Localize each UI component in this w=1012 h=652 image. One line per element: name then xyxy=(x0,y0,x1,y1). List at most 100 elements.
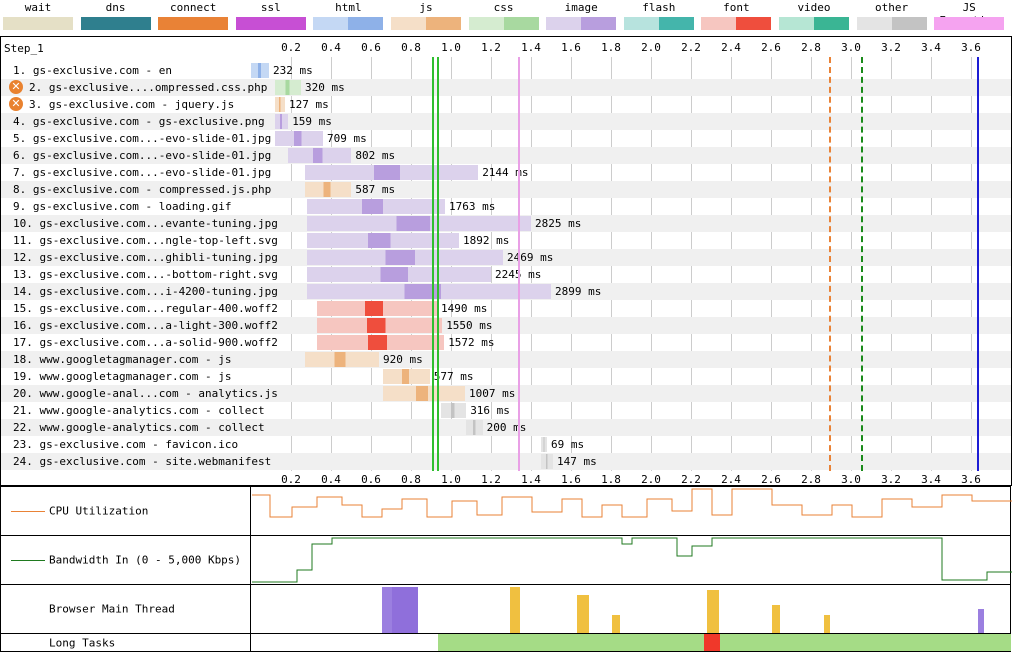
request-row[interactable]: 4. gs-exclusive.com - gs-exclusive.png 15… xyxy=(1,113,1011,130)
legend-item: image xyxy=(544,0,618,32)
axis-tick-label: 2.8 xyxy=(801,41,821,54)
request-bar[interactable] xyxy=(274,80,301,95)
axis-tick-label: 3.0 xyxy=(841,41,861,54)
axis-tick-label: 3.6 xyxy=(961,41,981,54)
axis-tick-label: 3.2 xyxy=(881,41,901,54)
request-label: 20. www.google-anal...com - analytics.js xyxy=(13,387,278,400)
request-label: 17. gs-exclusive.com...a-solid-900.woff2 xyxy=(13,336,278,349)
legend-label: wait xyxy=(24,1,52,14)
axis-tick-label: 3.2 xyxy=(881,473,901,486)
bandwidth-graph: Bandwidth In (0 - 5,000 Kbps) xyxy=(0,535,1012,585)
axis-tick-label: 2.8 xyxy=(801,473,821,486)
request-bar[interactable] xyxy=(317,335,445,350)
request-row[interactable]: 14. gs-exclusive.com...i-4200-tuning.jpg… xyxy=(1,283,1011,300)
request-bar[interactable] xyxy=(306,284,551,299)
axis-tick-label: 3.6 xyxy=(961,473,981,486)
request-row[interactable]: 12. gs-exclusive.com...ghibli-tuning.jpg… xyxy=(1,249,1011,266)
request-time: 159 ms xyxy=(292,115,332,128)
legend-item: dns xyxy=(79,0,153,32)
request-time: 1763 ms xyxy=(449,200,496,213)
request-bar[interactable] xyxy=(288,148,352,163)
request-bar[interactable] xyxy=(306,250,503,265)
request-row[interactable]: 9. gs-exclusive.com - loading.gif 1763 ms xyxy=(1,198,1011,215)
request-bar[interactable] xyxy=(466,420,483,435)
request-time: 2825 ms xyxy=(535,217,582,230)
request-row[interactable]: 6. gs-exclusive.com...-evo-slide-01.jpg 8… xyxy=(1,147,1011,164)
bandwidth-line xyxy=(252,537,1012,583)
request-row[interactable]: 23. gs-exclusive.com - favicon.ico 69 ms xyxy=(1,436,1011,453)
legend-item: ssl xyxy=(234,0,308,32)
axis-tick-label: 2.6 xyxy=(761,41,781,54)
axis-tick-label: 2.2 xyxy=(681,473,701,486)
request-bar[interactable] xyxy=(306,233,459,248)
axis-tick-label: 1.0 xyxy=(441,473,461,486)
request-bar[interactable] xyxy=(306,199,445,214)
request-bar[interactable] xyxy=(251,63,269,78)
request-row[interactable]: 18. www.googletagmanager.com - js 920 ms xyxy=(1,351,1011,368)
axis-tick-label: 1.6 xyxy=(561,473,581,486)
request-bar[interactable] xyxy=(305,182,352,197)
request-bar[interactable] xyxy=(383,369,430,384)
axis-tick-label: 0.6 xyxy=(361,41,381,54)
request-bar[interactable] xyxy=(441,403,467,418)
legend-label: dns xyxy=(105,1,126,14)
request-row[interactable]: 19. www.googletagmanager.com - js 577 ms xyxy=(1,368,1011,385)
request-label: 1. gs-exclusive.com - en xyxy=(13,64,172,77)
request-bar[interactable] xyxy=(317,318,443,333)
request-row[interactable]: 10. gs-exclusive.com...evante-tuning.jpg… xyxy=(1,215,1011,232)
request-bar[interactable] xyxy=(383,386,465,401)
axis-tick-label: 0.4 xyxy=(321,41,341,54)
request-bar[interactable] xyxy=(541,437,547,452)
request-bar[interactable] xyxy=(274,131,323,146)
request-bar[interactable] xyxy=(305,165,479,180)
dom-interactive-line xyxy=(518,57,520,471)
legend-label: other xyxy=(875,1,909,14)
request-bar[interactable] xyxy=(274,97,285,112)
request-row[interactable]: ✕ 2. gs-exclusive....ompressed.css.php 320… xyxy=(1,79,1011,96)
axis-tick-label: 2.4 xyxy=(721,473,741,486)
request-bar[interactable] xyxy=(306,267,491,282)
request-row[interactable]: 15. gs-exclusive.com...regular-400.woff2… xyxy=(1,300,1011,317)
request-row[interactable]: 11. gs-exclusive.com...ngle-top-left.svg… xyxy=(1,232,1011,249)
document-complete-line xyxy=(977,57,979,471)
request-row[interactable]: 8. gs-exclusive.com - compressed.js.php 5… xyxy=(1,181,1011,198)
axis-tick-label: 2.4 xyxy=(721,41,741,54)
request-row[interactable]: 22. www.google-analytics.com - collect 20… xyxy=(1,419,1011,436)
request-row[interactable]: 16. gs-exclusive.com...a-light-300.woff2… xyxy=(1,317,1011,334)
request-row[interactable]: 21. www.google-analytics.com - collect 31… xyxy=(1,402,1011,419)
legend-item: JS Execution xyxy=(932,0,1006,32)
request-label: 22. www.google-analytics.com - collect xyxy=(13,421,265,434)
bandwidth-label: Bandwidth In (0 - 5,000 Kbps) xyxy=(49,553,242,567)
axis-tick-label: 0.2 xyxy=(281,41,301,54)
axis-tick-label: 1.4 xyxy=(521,41,541,54)
request-row[interactable]: 1. gs-exclusive.com - en 232 ms xyxy=(1,62,1011,79)
request-bar[interactable] xyxy=(541,454,553,469)
request-bar[interactable] xyxy=(317,301,437,316)
request-row[interactable]: 17. gs-exclusive.com...a-solid-900.woff2… xyxy=(1,334,1011,351)
request-row[interactable]: 5. gs-exclusive.com...-evo-slide-01.jpg 7… xyxy=(1,130,1011,147)
request-row[interactable]: 13. gs-exclusive.com...-bottom-right.svg… xyxy=(1,266,1011,283)
request-row[interactable]: 20. www.google-anal...com - analytics.js… xyxy=(1,385,1011,402)
main-thread-activity xyxy=(382,587,984,633)
legend-label: css xyxy=(493,1,514,14)
request-time: 1490 ms xyxy=(441,302,488,315)
axis-tick-label: 3.4 xyxy=(921,41,941,54)
request-row[interactable]: 24. gs-exclusive.com - site.webmanifest 1… xyxy=(1,453,1011,470)
request-bar[interactable] xyxy=(305,352,379,367)
request-row[interactable]: 7. gs-exclusive.com...-evo-slide-01.jpg 2… xyxy=(1,164,1011,181)
legend-label: image xyxy=(564,1,598,14)
request-bar[interactable] xyxy=(274,114,289,129)
axis-tick-label: 0.8 xyxy=(401,41,421,54)
axis-tick-label: 1.2 xyxy=(481,41,501,54)
cpu-graph: CPU Utilization xyxy=(0,486,1012,536)
request-label: 21. www.google-analytics.com - collect xyxy=(13,404,265,417)
legend-swatch xyxy=(468,17,539,30)
legend-swatch xyxy=(80,17,151,30)
legend-label: connect xyxy=(170,1,217,14)
request-bar[interactable] xyxy=(306,216,531,231)
request-time: 127 ms xyxy=(289,98,329,111)
warning-icon: ✕ xyxy=(9,97,23,111)
axis-tick-label: 1.8 xyxy=(601,473,621,486)
request-row[interactable]: ✕ 3. gs-exclusive.com - jquery.js 127 ms xyxy=(1,96,1011,113)
request-label: 3. gs-exclusive.com - jquery.js xyxy=(29,98,235,111)
